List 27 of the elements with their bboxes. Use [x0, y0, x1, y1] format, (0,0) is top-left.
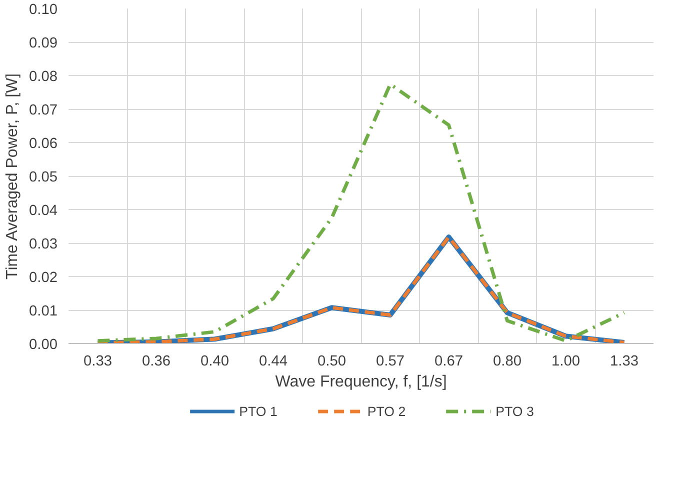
- y-tick-label: 0.04: [28, 203, 58, 219]
- legend-label: PTO 2: [367, 404, 406, 418]
- x-tick-label: 0.50: [317, 354, 346, 370]
- x-tick-label: 0.80: [492, 354, 522, 370]
- y-tick-label: 0.05: [28, 170, 58, 186]
- y-tick-label: 0.07: [28, 102, 58, 118]
- x-tick-label: 1.33: [610, 354, 639, 370]
- x-tick-label: 0.33: [83, 354, 112, 370]
- y-tick-label: 0.06: [28, 136, 58, 152]
- y-tick-label: 0.02: [28, 270, 58, 286]
- x-tick-label: 0.36: [142, 354, 171, 370]
- x-axis-title: Wave Frequency, f, [1/s]: [275, 374, 447, 390]
- x-tick-label: 0.44: [258, 354, 288, 370]
- legend-label: PTO 1: [239, 404, 278, 418]
- line-series: [96, 82, 626, 343]
- y-axis-title: Time Averaged Power, P, [W]: [4, 73, 21, 280]
- y-tick-label: 0.03: [28, 236, 58, 252]
- x-tick-label: 0.40: [200, 354, 230, 370]
- y-tick-label: 0.00: [28, 337, 58, 353]
- x-tick-label: 0.57: [376, 354, 405, 370]
- y-tick-label: 0.09: [28, 36, 58, 52]
- x-tick-label: 1.00: [551, 354, 580, 370]
- y-tick-label: 0.10: [28, 2, 58, 18]
- y-tick-label: 0.08: [28, 69, 58, 85]
- x-tick-label: 0.67: [434, 354, 464, 370]
- y-tick-label: 0.01: [28, 304, 58, 320]
- legend-label: PTO 3: [496, 404, 534, 418]
